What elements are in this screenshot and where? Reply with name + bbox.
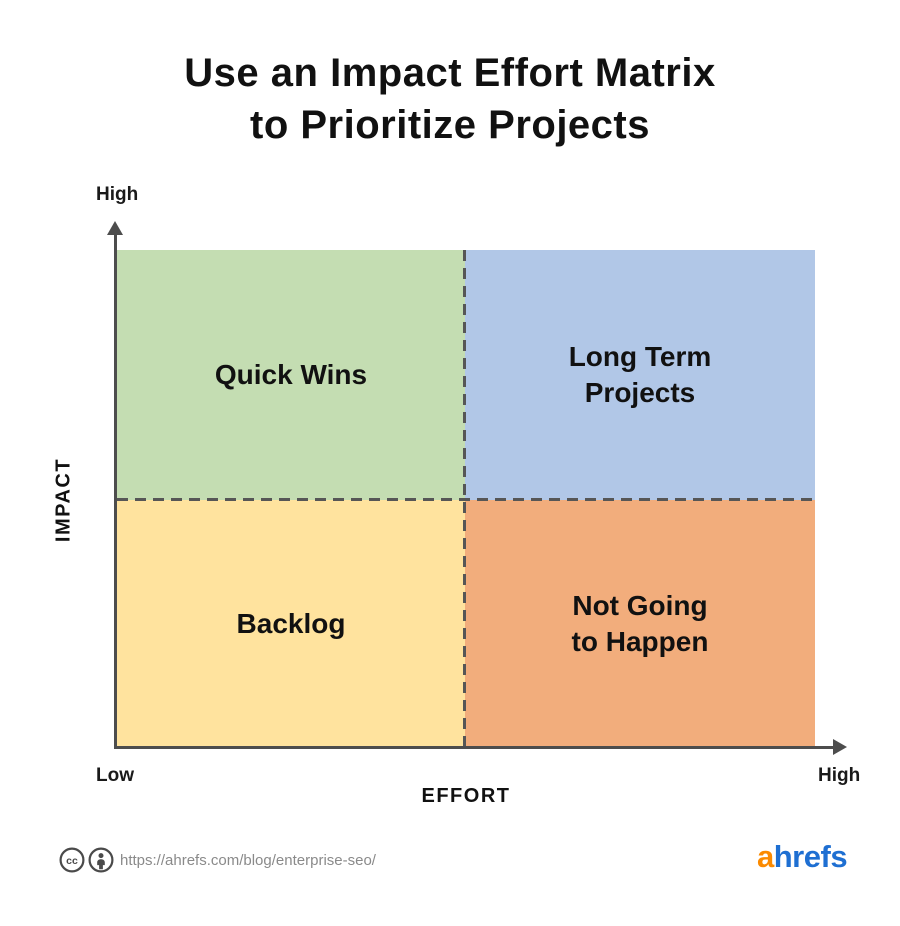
ahrefs-logo: ahrefs	[757, 839, 848, 875]
quadrant-label: Not Going to Happen	[571, 590, 709, 657]
quadrant-label: Backlog	[236, 608, 346, 639]
x-axis-title: EFFORT	[421, 785, 511, 807]
impact-effort-matrix: Quick Wins Long Term Projects Backlog No…	[117, 250, 815, 748]
quadrant-label: Quick Wins	[214, 359, 368, 390]
page-title-line2: to Prioritize Projects	[250, 103, 650, 147]
attribution-person-icon	[88, 847, 114, 873]
ahrefs-logo-a: a	[757, 839, 774, 874]
x-axis-line	[114, 746, 834, 749]
horizontal-dashed-divider	[117, 498, 815, 501]
svg-text:cc: cc	[66, 855, 78, 867]
y-axis-arrowhead-icon	[107, 221, 123, 235]
x-axis-high-label: High	[818, 765, 861, 786]
license-icons: cc	[59, 847, 114, 873]
quadrant-quick-wins: Quick Wins	[117, 250, 465, 500]
creative-commons-icon: cc	[59, 847, 85, 873]
quadrant-not-going-to-happen: Not Going to Happen	[465, 500, 815, 748]
quadrant-label: Long Term Projects	[568, 341, 712, 408]
origin-low-label: Low	[96, 765, 134, 786]
page-title-line1: Use an Impact Effort Matrix	[184, 51, 716, 95]
quadrant-long-term-projects: Long Term Projects	[465, 250, 815, 500]
y-axis-title: IMPACT	[52, 457, 75, 543]
page-title: Use an Impact Effort Matrix to Prioritiz…	[0, 47, 900, 151]
x-axis-arrowhead-icon	[833, 739, 847, 755]
ahrefs-logo-hrefs: hrefs	[773, 839, 848, 874]
source-url: https://ahrefs.com/blog/enterprise-seo/	[120, 852, 376, 869]
y-axis-high-label: High	[96, 184, 139, 205]
y-axis-line	[114, 233, 117, 748]
quadrant-backlog: Backlog	[117, 500, 465, 748]
